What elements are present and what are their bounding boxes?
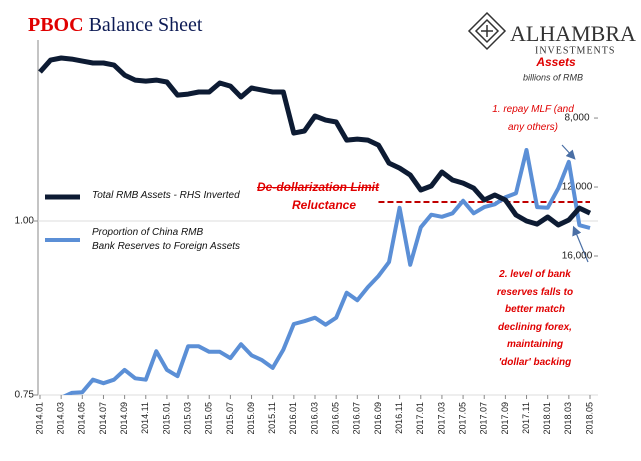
annotation: 1. repay MLF (and any others)	[492, 104, 574, 133]
x-tick-label: 2015.05	[204, 402, 214, 435]
x-tick-label: 2017.05	[457, 402, 467, 435]
chart-title: PBOC Balance Sheet	[28, 14, 203, 36]
y2-tick-label: 16,000	[562, 251, 593, 262]
y-tick-label: 1.00	[15, 216, 35, 227]
series-line	[62, 148, 591, 395]
y2-tick-label: 8,000	[564, 113, 589, 124]
logo-icon	[467, 11, 507, 51]
x-tick-label: 2015.03	[182, 402, 192, 435]
logo-tagline: INVESTMENTS	[535, 45, 615, 56]
x-tick-label: 2015.01	[161, 402, 171, 435]
x-tick-label: 2018.01	[542, 402, 552, 435]
logo-name: ALHAMBRA	[510, 21, 636, 46]
x-tick-label: 2017.03	[436, 402, 446, 435]
x-tick-label: 2016.11	[394, 402, 404, 434]
y-tick-label: 0.75	[15, 390, 35, 401]
x-tick-label: 2015.09	[246, 402, 256, 435]
annotation: 2. level of bank reserves falls to bette…	[496, 269, 574, 368]
x-tick-label: 2014.01	[34, 402, 44, 435]
legend-label: Total RMB Assets - RHS Inverted	[92, 190, 240, 201]
x-tick-label: 2014.05	[77, 402, 87, 435]
y2-label: Assets	[535, 55, 576, 69]
legend-label: Proportion of China RMB Bank Reserves to…	[92, 227, 241, 252]
x-tick-label: 2016.01	[288, 402, 298, 435]
x-tick-label: 2016.03	[309, 402, 319, 435]
x-tick-label: 2017.09	[500, 402, 510, 435]
x-tick-label: 2016.09	[373, 402, 383, 435]
x-tick-label: 2014.09	[119, 402, 129, 435]
x-tick-label: 2014.03	[56, 402, 66, 435]
y2-unit: billions of RMB	[523, 72, 583, 82]
x-tick-label: 2015.07	[225, 402, 235, 435]
annotation-arrow	[572, 225, 589, 263]
x-tick-label: 2017.07	[479, 402, 489, 435]
annotation: Reluctance	[292, 198, 357, 212]
x-tick-label: 2014.07	[98, 402, 108, 435]
annotation: De-dollarization Limit	[257, 180, 380, 194]
plot	[38, 55, 592, 395]
x-tick-label: 2015.11	[267, 402, 277, 434]
x-tick-label: 2017.01	[415, 402, 425, 435]
series-line	[38, 55, 592, 228]
x-tick-label: 2018.05	[584, 402, 594, 435]
x-tick-label: 2018.03	[563, 402, 573, 435]
x-tick-label: 2016.07	[352, 402, 362, 435]
y2-tick-label: 12,000	[562, 182, 593, 193]
x-tick-label: 2017.11	[521, 402, 531, 434]
title-highlight: PBOC	[28, 14, 84, 36]
title-rest: Balance Sheet	[89, 14, 203, 36]
x-tick-label: 2014.11	[140, 402, 150, 434]
annotation-arrow	[561, 144, 576, 160]
x-tick-label: 2016.05	[331, 402, 341, 435]
